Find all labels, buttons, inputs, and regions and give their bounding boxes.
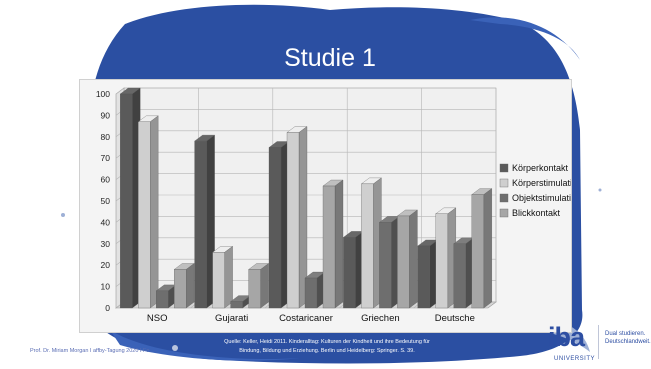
y-tick-label: 10 [101,282,111,292]
bar [342,231,364,309]
bar-front [248,269,261,309]
bar-front [361,183,374,309]
bar-side [409,209,418,309]
y-tick-label: 100 [96,89,110,99]
x-category-label: Deutsche [435,313,475,324]
y-tick-label: 70 [101,153,111,163]
bar-front [471,194,484,309]
bar [435,207,457,309]
bar [194,134,216,309]
bar-front [304,277,318,309]
y-tick-label: 50 [101,196,111,206]
y-tick-label: 90 [101,110,111,120]
footer-source-line-1: Quelle: Keller, Heidi 2011. Kinderalltag… [224,339,430,345]
y-tick-label: 0 [105,303,110,313]
bar-front [397,215,410,309]
logo-divider [598,325,599,359]
bar [173,263,195,309]
bar [396,209,418,309]
bar-front [286,132,300,309]
bar-front [156,290,169,309]
bar-front [435,213,448,309]
slide-title: Studie 1 [284,44,376,72]
bar [268,141,290,309]
footer-source: Quelle: Keller, Heidi 2011. Kinderalltag… [196,338,458,356]
bar [137,115,159,309]
logo-subtitle: UNIVERSITY [554,356,596,362]
legend-label: Blickkontakt [512,208,561,218]
bar-front [174,269,187,309]
bar [322,179,344,309]
x-category-label: Gujarati [215,313,248,324]
bar [286,126,308,309]
bar-front [343,237,356,309]
bar [453,237,475,309]
y-tick-label: 80 [101,132,111,142]
bar-front [194,140,207,309]
legend-swatch [499,178,509,188]
bar-front [379,222,392,309]
bar [119,87,141,309]
legend-label: Objektstimulation [512,193,571,203]
bar-front [453,243,466,309]
x-category-label: Costaricaner [279,313,333,324]
bar [248,263,270,309]
bar-side [224,246,233,309]
footer-presenter: Prof. Dr. Miriam Morgan I affby-Tagung 2… [30,348,150,354]
bar-side [483,188,492,309]
legend-label: Körperkontakt [512,163,569,173]
bar-front [120,93,133,309]
bar [155,284,177,309]
bar [360,177,382,309]
y-tick-label: 40 [101,217,111,227]
gridline-side [115,87,125,95]
bar [378,216,400,309]
logo-tagline: Dual studieren. Deutschlandweit. [605,330,651,346]
logo-tagline-1: Dual studieren. [605,331,646,337]
bar-side [186,263,195,309]
bar [212,246,234,309]
x-category-label: NSO [147,313,168,324]
y-tick-label: 30 [101,239,111,249]
bar-side [150,115,159,309]
footer-source-line-2: Bindung, Bildung und Erziehung. Berlin u… [239,348,415,354]
y-tick-label: 60 [101,175,111,185]
bar-side [334,179,344,309]
bar-front [268,147,282,309]
bar-side [260,263,269,309]
bar-front [230,301,243,309]
legend-label: Körperstimulation [512,178,571,188]
bar-front [138,121,151,309]
logo-tagline-2: Deutschlandweit. [605,339,651,345]
bar [417,239,439,309]
legend-swatch [499,163,509,173]
chart-panel: 0 10 20 30 40 50 60 70 80 90 100 NSO Gujarati Costari… [79,79,582,333]
x-category-label: Griechen [361,313,400,324]
bar [471,188,493,309]
logo-wordmark: iba [548,322,585,352]
legend-swatch [499,208,509,218]
bar-chart: 0 10 20 30 40 50 60 70 80 90 100 NSO Gujarati Costari… [96,87,582,324]
bar [304,271,326,309]
bar-front [212,252,225,309]
y-tick-label: 20 [101,260,111,270]
legend-swatch [499,193,509,203]
bar-front [417,245,430,309]
bar-front [322,185,336,309]
